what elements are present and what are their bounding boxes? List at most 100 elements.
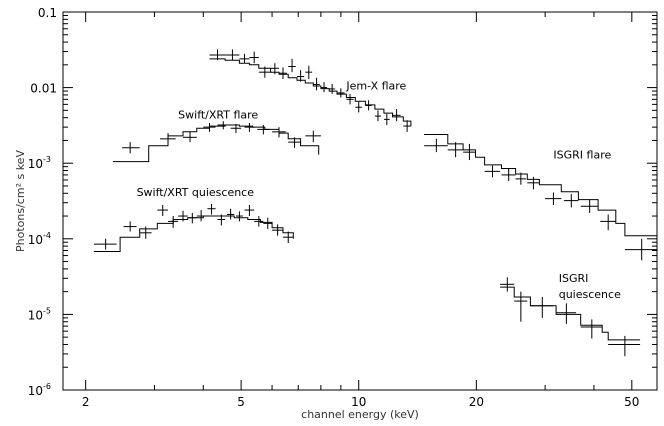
data-point xyxy=(320,82,328,93)
y-tick-base: 10 xyxy=(28,157,43,171)
data-point xyxy=(254,216,264,227)
data-point xyxy=(139,226,152,239)
data-point xyxy=(600,214,616,231)
annotation-label: Jem-X flare xyxy=(345,79,406,92)
data-point xyxy=(288,137,301,148)
x-tick-label: 20 xyxy=(469,395,484,409)
y-tick-label: 0.1 xyxy=(38,6,57,20)
annotation-label: ISGRI xyxy=(559,272,589,285)
y-tick-exponent: -6 xyxy=(43,382,51,391)
data-point xyxy=(313,77,320,91)
plot-frame xyxy=(62,11,658,391)
model-step-line xyxy=(209,58,412,127)
model-step-line xyxy=(500,286,641,341)
data-point xyxy=(217,214,226,226)
data-point xyxy=(501,168,516,182)
data-point xyxy=(383,113,390,126)
data-point xyxy=(235,211,243,222)
data-point xyxy=(305,130,321,143)
data-point xyxy=(515,172,527,185)
data-point xyxy=(225,49,240,61)
data-point xyxy=(337,88,345,98)
data-point xyxy=(580,199,599,213)
data-point xyxy=(196,210,206,222)
data-point xyxy=(463,143,476,161)
data-point xyxy=(403,120,411,132)
data-point xyxy=(580,319,603,339)
data-point xyxy=(288,58,296,73)
data-point xyxy=(447,142,464,158)
model-step-line xyxy=(93,215,294,252)
data-point xyxy=(484,165,501,178)
data-point xyxy=(257,125,270,135)
x-tick-label: 10 xyxy=(351,395,366,409)
data-point xyxy=(527,176,540,190)
data-point xyxy=(244,204,255,217)
data-point xyxy=(178,210,188,222)
model-steps-layer xyxy=(93,58,658,341)
y-axis-title: Photons/cm² s keV xyxy=(14,150,27,252)
data-point xyxy=(424,138,448,153)
x-tick-label: 5 xyxy=(237,395,245,409)
data-point xyxy=(305,65,313,79)
data-point xyxy=(392,109,401,122)
y-tick-label: 10-4 xyxy=(28,231,51,247)
data-point xyxy=(365,100,372,111)
y-tick-label: 0.01 xyxy=(30,82,57,96)
data-point xyxy=(244,123,255,132)
data-point xyxy=(514,291,528,322)
data-point xyxy=(563,194,579,208)
data-point xyxy=(278,67,287,79)
data-point xyxy=(283,231,294,243)
data-point xyxy=(329,83,336,94)
data-point xyxy=(624,238,657,261)
y-tick-exponent: -5 xyxy=(43,306,51,315)
data-point xyxy=(270,63,279,75)
data-point xyxy=(93,238,117,250)
model-step-line xyxy=(113,124,320,163)
annotation-label: Swift/XRT quiescence xyxy=(137,186,255,199)
data-point xyxy=(226,208,235,220)
data-point xyxy=(258,66,271,78)
x-tick-label: 2 xyxy=(82,395,90,409)
data-point xyxy=(608,335,641,357)
data-point xyxy=(187,212,197,224)
model-step-line xyxy=(424,134,658,239)
y-tick-label: 10-3 xyxy=(28,155,51,171)
data-point xyxy=(203,123,216,132)
data-point xyxy=(556,303,577,324)
y-tick-label: 10-5 xyxy=(28,306,51,322)
y-tick-base: 10 xyxy=(28,233,43,247)
y-tick-exponent: -3 xyxy=(43,155,51,164)
data-point xyxy=(239,53,250,64)
annotation-label: quiescence xyxy=(559,288,621,301)
data-point xyxy=(355,101,363,113)
x-tick-label: 50 xyxy=(624,395,639,409)
data-point xyxy=(374,110,381,122)
data-point xyxy=(530,296,554,318)
data-point xyxy=(249,51,259,64)
data-point xyxy=(217,121,229,130)
data-point xyxy=(168,216,179,228)
y-tick-exponent: -4 xyxy=(43,231,51,240)
data-points-layer xyxy=(93,49,657,357)
data-point xyxy=(209,49,226,61)
data-point xyxy=(160,133,176,144)
data-point xyxy=(545,192,562,205)
annotation-label: ISGRI flare xyxy=(553,149,611,162)
data-point xyxy=(346,94,354,105)
y-tick-base: 10 xyxy=(28,384,43,398)
data-point xyxy=(123,221,137,232)
data-point xyxy=(263,217,273,229)
y-tick-base: 10 xyxy=(28,308,43,322)
annotation-label: Swift/XRT flare xyxy=(178,109,258,122)
data-point xyxy=(297,70,305,82)
data-point xyxy=(230,124,242,134)
data-point xyxy=(272,127,286,138)
data-point xyxy=(183,131,197,143)
data-point xyxy=(272,224,284,236)
y-tick-label: 10-6 xyxy=(28,382,51,398)
data-point xyxy=(122,142,140,154)
